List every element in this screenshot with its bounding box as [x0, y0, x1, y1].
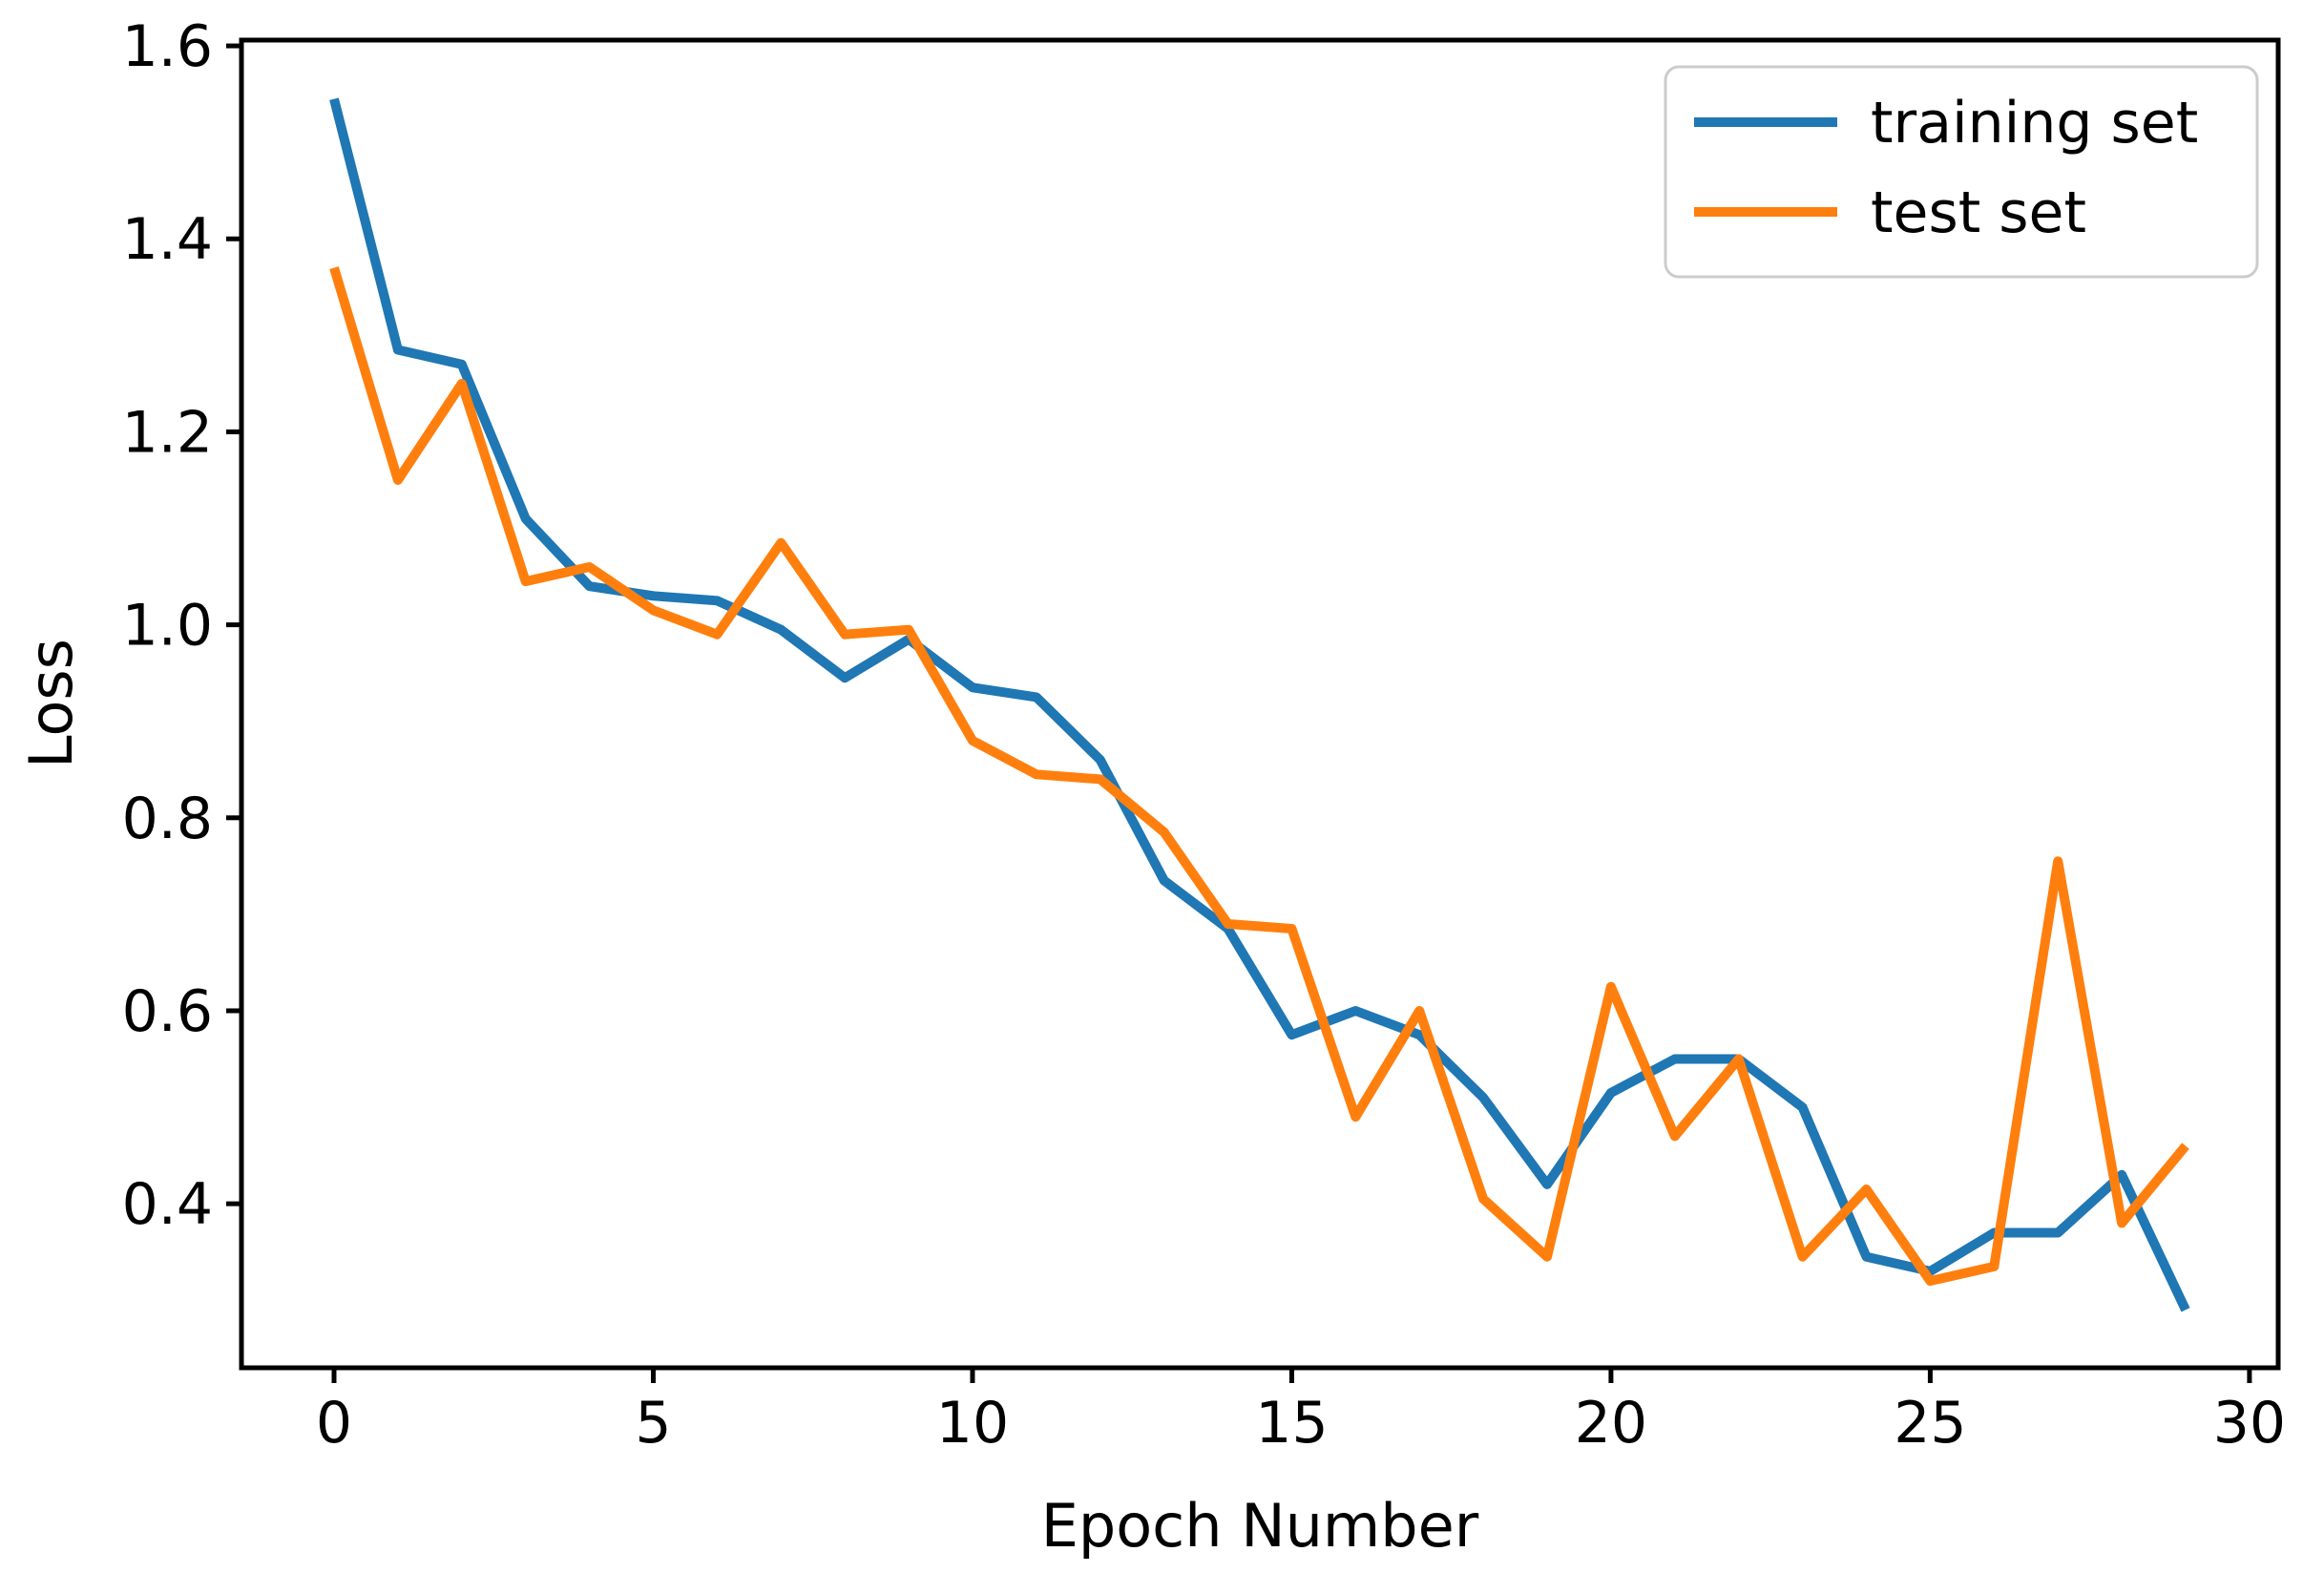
legend-label-test-set: test set	[1871, 179, 2086, 246]
y-axis-ticks: 0.4 0.6 0.8 1.0 1.2 1.4 1.6	[122, 13, 241, 1238]
y-tick-label: 1.0	[122, 593, 213, 660]
y-tick-label: 1.2	[122, 399, 213, 466]
training-set-line	[329, 97, 2190, 1312]
y-tick-label: 1.6	[122, 13, 213, 80]
test-set-line	[329, 266, 2189, 1286]
legend: training set test set	[1664, 65, 2259, 279]
x-tick-label: 5	[635, 1390, 671, 1457]
y-tick-label: 0.8	[122, 786, 213, 852]
y-axis-label: Loss	[16, 639, 86, 768]
x-tick-label: 30	[2213, 1390, 2286, 1457]
y-tick-label: 0.4	[122, 1171, 213, 1238]
legend-label-training-set: training set	[1871, 90, 2198, 157]
x-tick-label: 20	[1575, 1390, 1647, 1457]
x-axis-ticks: 0 5 10 15 20 25 30	[316, 1368, 2286, 1457]
series-lines	[329, 97, 2190, 1312]
x-tick-label: 0	[316, 1390, 352, 1457]
x-tick-label: 10	[936, 1390, 1009, 1457]
x-tick-label: 25	[1894, 1390, 1966, 1457]
x-tick-label: 15	[1255, 1390, 1328, 1457]
y-tick-label: 0.6	[122, 978, 213, 1045]
x-axis-label: Epoch Number	[1041, 1491, 1479, 1561]
plot-frame	[239, 37, 2281, 1371]
y-tick-label: 1.4	[122, 206, 213, 273]
